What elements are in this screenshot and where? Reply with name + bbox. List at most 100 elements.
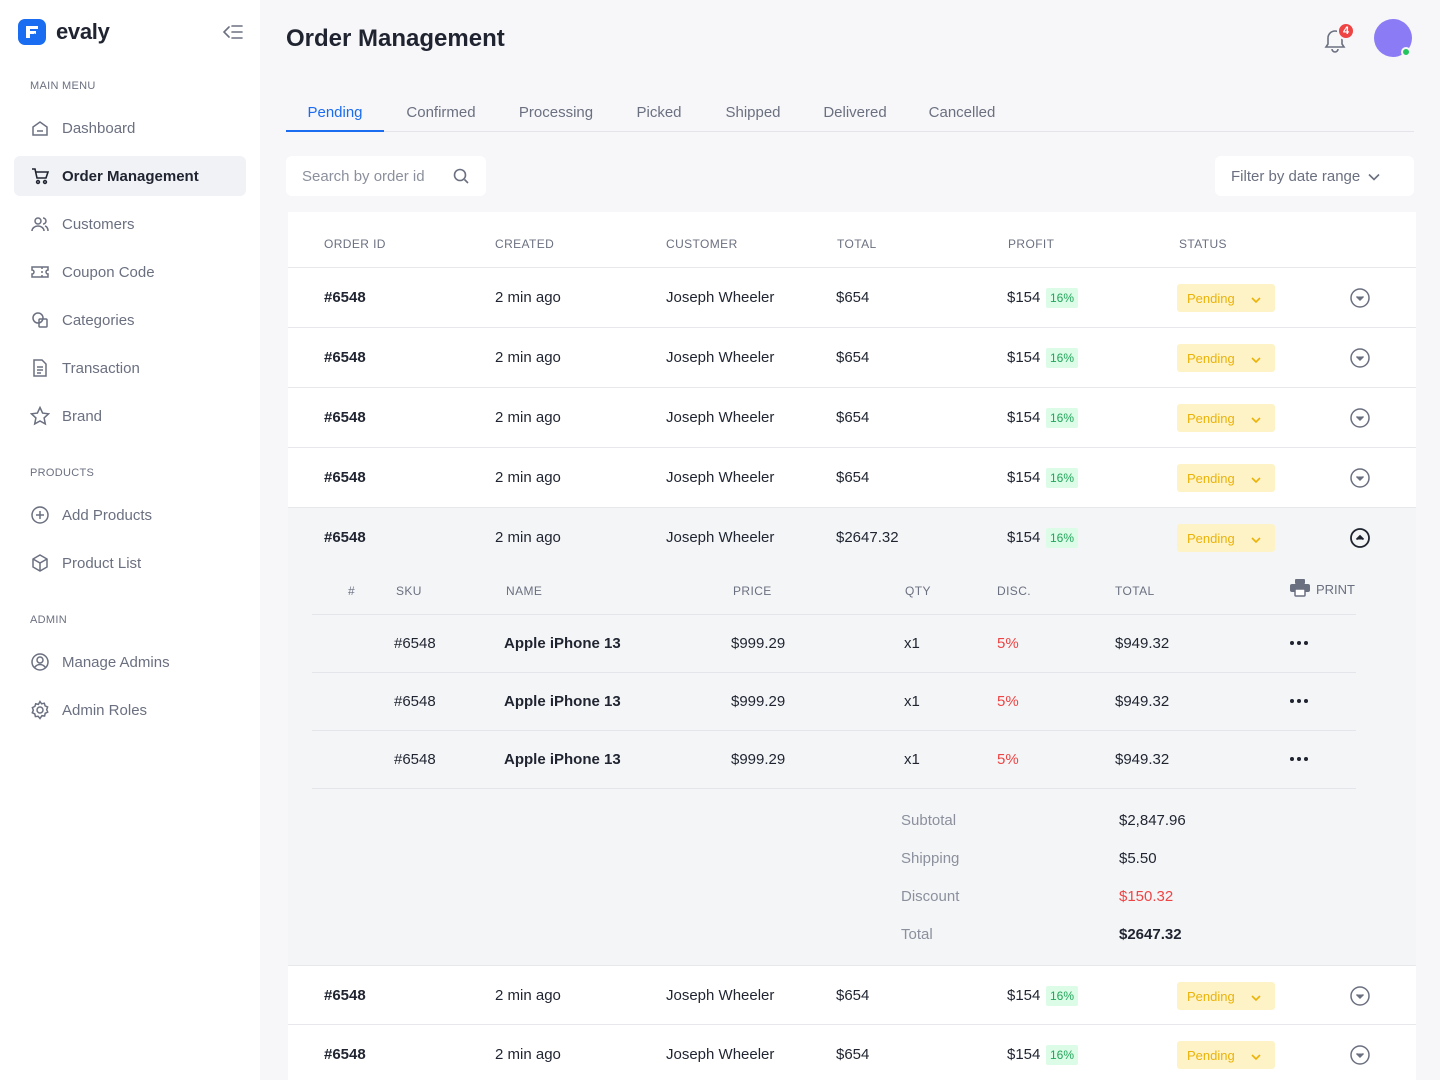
expand-row-icon[interactable]	[1350, 348, 1370, 368]
section-label-main-menu: MAIN MENU	[30, 80, 96, 92]
order-customer: Joseph Wheeler	[666, 289, 775, 306]
order-customer: Joseph Wheeler	[666, 409, 775, 426]
order-item-row: #6548 Apple iPhone 13 $999.29 x1 5% $949…	[312, 615, 1356, 673]
status-dropdown[interactable]: Pending	[1177, 344, 1275, 372]
order-total: $2647.32	[836, 529, 899, 546]
order-created: 2 min ago	[495, 409, 561, 426]
profit-percent-badge: 16%	[1046, 986, 1079, 1006]
status-dropdown[interactable]: Pending	[1177, 982, 1275, 1010]
search-icon[interactable]	[452, 167, 470, 190]
column-header-item-total: TOTAL	[1115, 584, 1155, 598]
tab-confirmed[interactable]: Confirmed	[406, 104, 476, 121]
item-sku: #6548	[394, 693, 436, 710]
sidebar-item-product-list[interactable]: Product List	[14, 543, 246, 583]
total-label: Total	[901, 926, 933, 943]
status-dropdown[interactable]: Pending	[1177, 1041, 1275, 1069]
column-header-index: #	[348, 584, 356, 598]
column-header-order-id: ORDER ID	[324, 237, 386, 251]
expand-row-icon[interactable]	[1350, 986, 1370, 1006]
column-header-discount: DISC.	[997, 584, 1032, 598]
sidebar-item-brand[interactable]: Brand	[14, 396, 246, 436]
order-created: 2 min ago	[495, 987, 561, 1004]
sidebar-item-coupon-code[interactable]: Coupon Code	[14, 252, 246, 292]
item-name: Apple iPhone 13	[504, 693, 621, 710]
order-total: $654	[836, 987, 870, 1004]
tab-processing[interactable]: Processing	[518, 104, 594, 121]
search-input[interactable]	[302, 167, 452, 185]
users-icon	[30, 214, 50, 234]
search-box	[286, 156, 486, 196]
status-dropdown[interactable]: Pending	[1177, 524, 1275, 552]
table-row[interactable]: #6548 2 min ago Joseph Wheeler $654 $154…	[288, 268, 1416, 328]
table-row[interactable]: #6548 2 min ago Joseph Wheeler $654 $154…	[288, 388, 1416, 448]
order-customer: Joseph Wheeler	[666, 529, 775, 546]
more-options-icon[interactable]	[1290, 695, 1314, 707]
order-total: $654	[836, 289, 870, 306]
order-id: #6548	[324, 409, 366, 426]
expand-row-icon[interactable]	[1350, 288, 1370, 308]
print-button[interactable]: PRINT	[1290, 579, 1355, 600]
status-dropdown[interactable]: Pending	[1177, 404, 1275, 432]
brand[interactable]: evaly	[18, 19, 110, 45]
column-header-customer: CUSTOMER	[666, 237, 738, 251]
sidebar-item-label: Categories	[62, 311, 135, 329]
profit-percent-badge: 16%	[1046, 468, 1079, 488]
table-row[interactable]: #6548 2 min ago Joseph Wheeler $654 $154…	[288, 328, 1416, 388]
sidebar-item-dashboard[interactable]: Dashboard	[14, 108, 246, 148]
expand-row-icon[interactable]	[1350, 1045, 1370, 1065]
sidebar-item-customers[interactable]: Customers	[14, 204, 246, 244]
tab-shipped[interactable]: Shipped	[725, 104, 781, 121]
sidebar-item-label: Admin Roles	[62, 701, 148, 719]
sidebar-item-label: Coupon Code	[62, 263, 155, 281]
status-label: Pending	[1187, 290, 1235, 306]
tab-pending[interactable]: Pending	[286, 94, 384, 132]
table-row[interactable]: #6548 2 min ago Joseph Wheeler $654 $154…	[288, 965, 1416, 1025]
tab-picked[interactable]: Picked	[636, 104, 682, 121]
sidebar-item-add-products[interactable]: Add Products	[14, 495, 246, 535]
more-options-icon[interactable]	[1290, 637, 1314, 649]
home-icon	[30, 118, 50, 138]
table-row[interactable]: #6548 2 min ago Joseph Wheeler $654 $154…	[288, 1025, 1416, 1080]
status-dropdown[interactable]: Pending	[1177, 464, 1275, 492]
tab-cancelled[interactable]: Cancelled	[928, 104, 996, 121]
sidebar-item-manage-admins[interactable]: Manage Admins	[14, 642, 246, 682]
collapse-row-icon[interactable]	[1350, 528, 1370, 548]
item-name: Apple iPhone 13	[504, 635, 621, 652]
status-dropdown[interactable]: Pending	[1177, 284, 1275, 312]
shipping-label: Shipping	[901, 850, 960, 867]
order-profit: $154	[1007, 529, 1041, 546]
sidebar-item-label: Transaction	[62, 359, 140, 377]
expand-row-icon[interactable]	[1350, 468, 1370, 488]
user-circle-icon	[30, 652, 50, 672]
sidebar-item-label: Customers	[62, 215, 135, 233]
item-price: $999.29	[731, 751, 786, 768]
sidebar-item-transaction[interactable]: Transaction	[14, 348, 246, 388]
order-id: #6548	[324, 469, 366, 486]
order-id: #6548	[324, 987, 366, 1004]
sidebar-item-order-management[interactable]: Order Management	[14, 156, 246, 196]
expand-row-icon[interactable]	[1350, 408, 1370, 428]
sidebar-item-categories[interactable]: Categories	[14, 300, 246, 340]
plus-circle-icon	[30, 505, 50, 525]
item-discount: 5%	[997, 635, 1019, 652]
sidebar: evaly MAIN MENU Dashboard Order Manageme…	[0, 0, 260, 1080]
table-row[interactable]: #6548 2 min ago Joseph Wheeler $654 $154…	[288, 448, 1416, 508]
date-range-filter[interactable]: Filter by date range	[1215, 156, 1414, 196]
chevron-down-icon	[1251, 532, 1261, 547]
printer-icon	[1290, 579, 1310, 600]
chevron-down-icon	[1251, 472, 1261, 487]
order-profit: $154	[1007, 349, 1041, 366]
status-label: Pending	[1187, 988, 1235, 1004]
sidebar-item-label: Manage Admins	[62, 653, 170, 671]
collapse-sidebar-icon[interactable]	[222, 22, 244, 42]
item-price: $999.29	[731, 635, 786, 652]
table-row-expanded[interactable]: #6548 2 min ago Joseph Wheeler $2647.32 …	[288, 508, 1416, 568]
sidebar-item-admin-roles[interactable]: Admin Roles	[14, 690, 246, 730]
online-status-dot	[1401, 47, 1411, 57]
more-options-icon[interactable]	[1290, 753, 1314, 765]
order-id: #6548	[324, 289, 366, 306]
print-label: PRINT	[1316, 582, 1355, 597]
item-sku: #6548	[394, 635, 436, 652]
tab-delivered[interactable]: Delivered	[823, 104, 887, 121]
sidebar-item-label: Product List	[62, 554, 142, 572]
